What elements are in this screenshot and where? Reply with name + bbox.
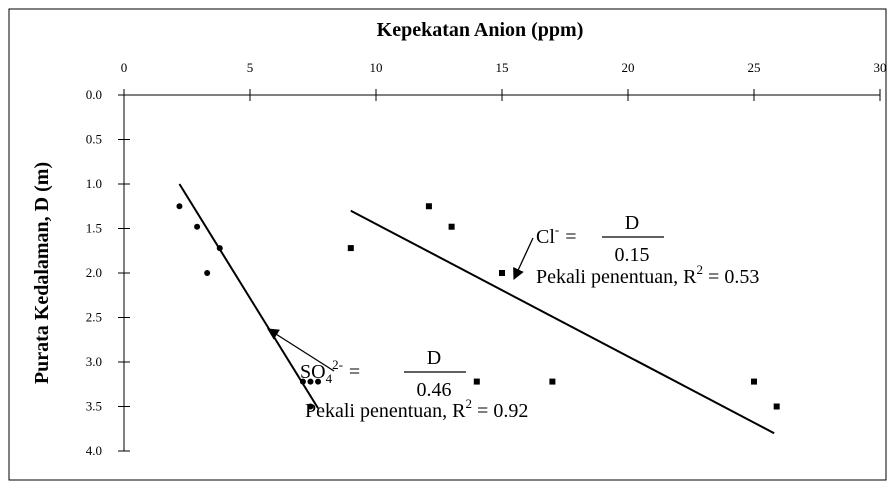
ion: SO xyxy=(300,361,326,383)
x-tick-label: 0 xyxy=(121,60,128,75)
r2-label: Pekali penentuan, R xyxy=(305,400,466,422)
y-tick-label: 3.5 xyxy=(86,399,102,414)
y-tick-label: 3.0 xyxy=(86,354,102,369)
r2-text: Pekali penentuan, R2 = 0.92 xyxy=(305,396,528,422)
y-axis-label: Purata Kedalaman, D (m) xyxy=(31,162,53,384)
numerator: D xyxy=(625,212,639,234)
y-tick-label: 4.0 xyxy=(86,443,102,458)
point xyxy=(307,378,314,385)
r2-equals: = xyxy=(708,266,719,288)
y-tick-label: 2.0 xyxy=(86,265,102,280)
point xyxy=(194,223,201,230)
chart-title: Kepekatan Anion (ppm) xyxy=(377,19,584,41)
equals: = xyxy=(349,361,360,383)
arrow xyxy=(513,237,534,281)
x-tick-label: 30 xyxy=(874,60,887,75)
point xyxy=(773,403,780,410)
point xyxy=(176,203,183,210)
r2-sup: 2 xyxy=(466,396,473,411)
frame xyxy=(8,8,887,481)
point xyxy=(216,245,223,252)
x-tick-label: 10 xyxy=(370,60,383,75)
point xyxy=(315,378,322,385)
y-tick-label: 1.0 xyxy=(86,176,102,191)
charge: 2- xyxy=(332,357,343,372)
r2-sup: 2 xyxy=(697,262,704,277)
x-tick-label: 20 xyxy=(622,60,635,75)
point xyxy=(473,378,480,385)
ion: Cl xyxy=(536,226,555,248)
r2-value: 0.92 xyxy=(493,400,528,422)
arrow xyxy=(267,328,335,372)
denominator: 0.15 xyxy=(615,244,650,266)
r2-text: Pekali penentuan, R2 = 0.53 xyxy=(536,262,759,288)
r2-equals: = xyxy=(477,400,488,422)
point xyxy=(307,403,314,410)
point xyxy=(751,378,757,385)
equation: Cl- = xyxy=(536,222,577,248)
r2-label: Pekali penentuan, R xyxy=(536,266,697,288)
x-tick-label: 5 xyxy=(247,60,254,75)
point xyxy=(425,203,432,210)
point xyxy=(299,378,306,385)
subscript: 4 xyxy=(326,371,333,386)
x-tick-label: 25 xyxy=(748,60,761,75)
r2-value: 0.53 xyxy=(724,266,759,288)
y-tick-label: 2.5 xyxy=(86,310,102,325)
point xyxy=(347,245,354,252)
y-tick-label: 0.5 xyxy=(86,132,102,147)
y-tick-label: 1.5 xyxy=(86,221,102,236)
point xyxy=(448,223,455,230)
charge: - xyxy=(555,222,559,237)
point xyxy=(549,378,556,385)
point xyxy=(204,270,211,276)
x-tick-label: 15 xyxy=(496,60,509,75)
equation: SO42- = xyxy=(300,357,360,386)
numerator: D xyxy=(427,347,441,369)
point xyxy=(499,270,505,276)
denominator: 0.46 xyxy=(417,379,452,401)
equals: = xyxy=(565,226,576,248)
y-tick-label: 0.0 xyxy=(86,87,102,102)
trendline xyxy=(178,183,319,409)
trendline xyxy=(350,209,775,435)
